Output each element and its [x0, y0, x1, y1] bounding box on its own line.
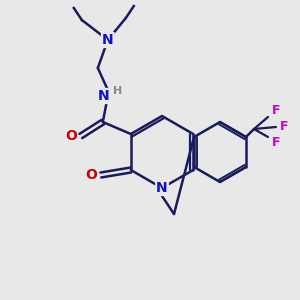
Text: F: F: [272, 136, 280, 149]
Text: N: N: [98, 89, 110, 103]
Text: N: N: [102, 33, 114, 47]
Text: F: F: [272, 104, 280, 118]
Text: N: N: [156, 181, 168, 195]
Text: O: O: [85, 168, 97, 182]
Text: F: F: [280, 121, 288, 134]
Text: H: H: [113, 86, 122, 96]
Text: O: O: [65, 129, 77, 143]
